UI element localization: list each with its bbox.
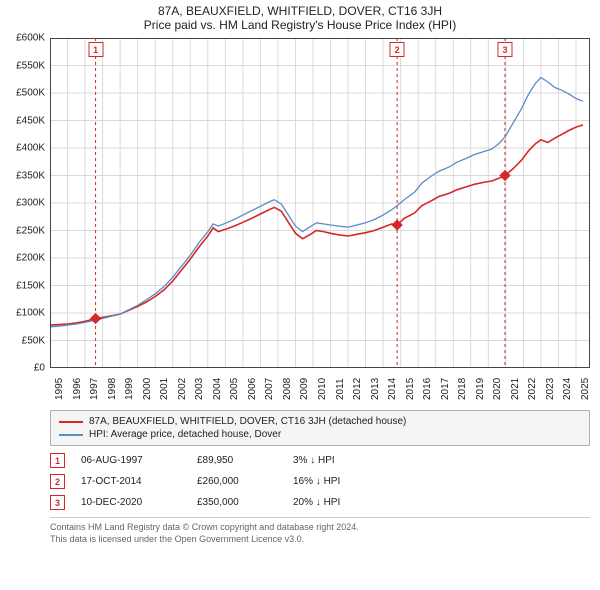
x-axis-label: 2006	[247, 378, 258, 400]
y-axis-label: £600K	[16, 33, 45, 44]
x-axis-label: 2022	[527, 378, 538, 400]
y-axis-label: £100K	[16, 308, 45, 319]
x-axis-label: 2023	[545, 378, 556, 400]
event-delta: 16% ↓ HPI	[293, 476, 383, 487]
x-axis-label: 2021	[510, 378, 521, 400]
x-axis-label: 2015	[405, 378, 416, 400]
x-axis-label: 1996	[72, 378, 83, 400]
x-axis-labels: 1995 1996 1997 1998 1999 2000 2001 2002 2003 2004…	[50, 368, 590, 408]
event-row: 2 17-OCT-2014 £260,000 16% ↓ HPI	[50, 471, 590, 492]
y-axis-label: £550K	[16, 60, 45, 71]
x-axis-label: 2013	[370, 378, 381, 400]
y-axis-label: £300K	[16, 198, 45, 209]
event-price: £350,000	[197, 497, 277, 508]
x-axis-label: 2002	[177, 378, 188, 400]
x-axis-label: 2019	[475, 378, 486, 400]
y-axis-label: £400K	[16, 143, 45, 154]
x-axis-label: 2012	[352, 378, 363, 400]
x-axis-label: 1995	[54, 378, 65, 400]
legend-row: 87A, BEAUXFIELD, WHITFIELD, DOVER, CT16 …	[59, 415, 581, 428]
plot-svg	[50, 38, 590, 368]
x-axis-label: 2000	[142, 378, 153, 400]
chart-container: 87A, BEAUXFIELD, WHITFIELD, DOVER, CT16 …	[0, 0, 600, 590]
legend-swatch	[59, 434, 83, 436]
event-price: £89,950	[197, 455, 277, 466]
chart-area: £0£50K£100K£150K£200K£250K£300K£350K£400…	[50, 38, 590, 368]
event-row: 3 10-DEC-2020 £350,000 20% ↓ HPI	[50, 492, 590, 513]
y-axis-label: £350K	[16, 170, 45, 181]
x-axis-label: 2014	[387, 378, 398, 400]
event-date: 06-AUG-1997	[81, 455, 181, 466]
x-axis-label: 2009	[299, 378, 310, 400]
event-price: £260,000	[197, 476, 277, 487]
x-axis-label: 2020	[492, 378, 503, 400]
chart-marker-badge: 3	[497, 42, 512, 57]
legend-box: 87A, BEAUXFIELD, WHITFIELD, DOVER, CT16 …	[50, 410, 590, 446]
y-axis-label: £500K	[16, 88, 45, 99]
event-badge: 1	[50, 453, 65, 468]
x-axis-label: 2011	[335, 378, 346, 400]
event-badge: 3	[50, 495, 65, 510]
y-axis-label: £250K	[16, 225, 45, 236]
event-row: 1 06-AUG-1997 £89,950 3% ↓ HPI	[50, 450, 590, 471]
x-axis-label: 2005	[229, 378, 240, 400]
y-axis-label: £200K	[16, 253, 45, 264]
y-axis-labels: £0£50K£100K£150K£200K£250K£300K£350K£400…	[0, 38, 48, 368]
legend-label: HPI: Average price, detached house, Dove…	[89, 429, 281, 440]
chart-marker-badge: 2	[390, 42, 405, 57]
y-axis-label: £50K	[22, 335, 45, 346]
event-delta: 20% ↓ HPI	[293, 497, 383, 508]
x-axis-label: 2018	[457, 378, 468, 400]
legend-row: HPI: Average price, detached house, Dove…	[59, 428, 581, 441]
chart-marker-badge: 1	[88, 42, 103, 57]
event-badge: 2	[50, 474, 65, 489]
x-axis-label: 2025	[580, 378, 591, 400]
event-date: 17-OCT-2014	[81, 476, 181, 487]
title-line2: Price paid vs. HM Land Registry's House …	[0, 18, 600, 32]
x-axis-label: 2004	[212, 378, 223, 400]
x-axis-label: 1999	[124, 378, 135, 400]
x-axis-label: 2003	[194, 378, 205, 400]
y-axis-label: £0	[34, 363, 45, 374]
x-axis-label: 2024	[562, 378, 573, 400]
event-table: 1 06-AUG-1997 £89,950 3% ↓ HPI 2 17-OCT-2014 £…	[50, 450, 590, 513]
x-axis-label: 2001	[159, 378, 170, 400]
x-axis-label: 2016	[422, 378, 433, 400]
x-axis-label: 2010	[317, 378, 328, 400]
x-axis-label: 2017	[440, 378, 451, 400]
y-axis-label: £150K	[16, 280, 45, 291]
y-axis-label: £450K	[16, 115, 45, 126]
footer: Contains HM Land Registry data © Crown c…	[50, 517, 590, 545]
x-axis-label: 2008	[282, 378, 293, 400]
title-line1: 87A, BEAUXFIELD, WHITFIELD, DOVER, CT16 …	[0, 4, 600, 18]
footer-line1: Contains HM Land Registry data © Crown c…	[50, 521, 590, 533]
legend-swatch	[59, 421, 83, 423]
title-area: 87A, BEAUXFIELD, WHITFIELD, DOVER, CT16 …	[0, 0, 600, 32]
event-date: 10-DEC-2020	[81, 497, 181, 508]
x-axis-label: 1997	[89, 378, 100, 400]
event-delta: 3% ↓ HPI	[293, 455, 383, 466]
x-axis-label: 1998	[107, 378, 118, 400]
x-axis-label: 2007	[264, 378, 275, 400]
footer-line2: This data is licensed under the Open Gov…	[50, 533, 590, 545]
legend-label: 87A, BEAUXFIELD, WHITFIELD, DOVER, CT16 …	[89, 416, 406, 427]
